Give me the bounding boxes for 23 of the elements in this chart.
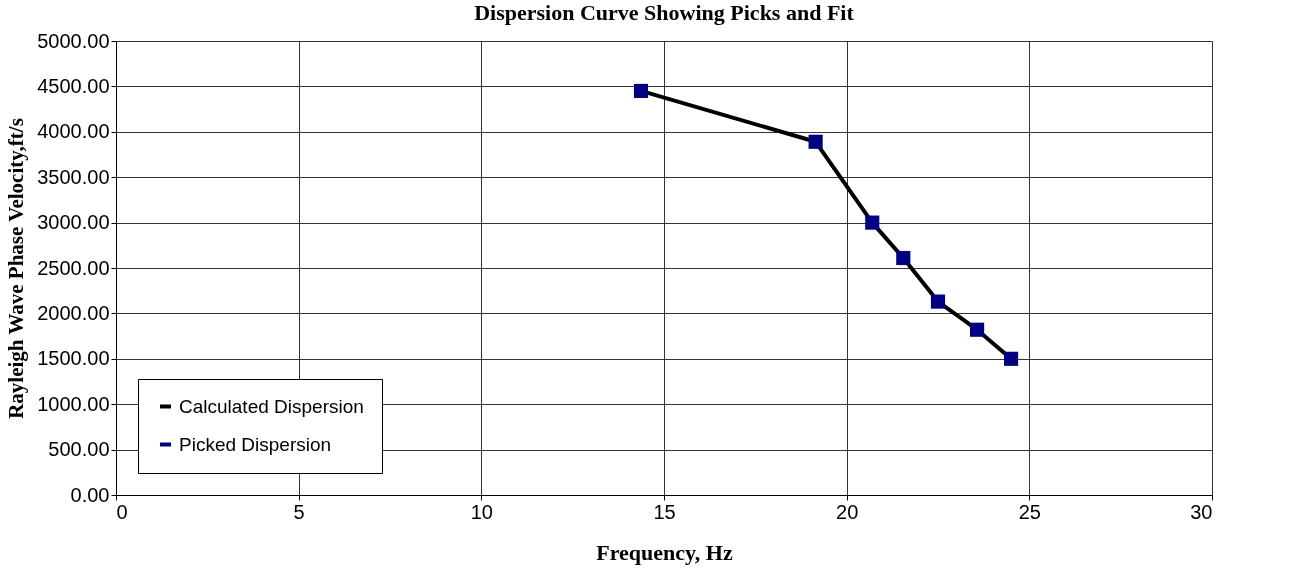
y-tick-label: 1000.00 (37, 392, 110, 415)
x-tick-label: 0 (116, 500, 128, 523)
x-tick-label: 10 (470, 500, 493, 523)
y-tick-label: 1500.00 (37, 347, 110, 370)
x-tick-label: 15 (653, 500, 676, 523)
y-axis-title: Rayleigh Wave Phase Velocity,ft/s (4, 118, 29, 419)
y-tick-label: 2500.00 (37, 256, 110, 279)
y-tick-label: 500.00 (48, 438, 110, 461)
legend-label: Calculated Dispersion (179, 395, 364, 417)
y-tick-label: 4500.00 (37, 74, 110, 97)
y-tick-label: 3000.00 (37, 211, 110, 234)
chart-title: Dispersion Curve Showing Picks and Fit (474, 0, 855, 25)
x-axis-title: Frequency, Hz (596, 539, 733, 565)
y-tick-label: 0.00 (70, 483, 110, 506)
y-tick-label: 3500.00 (37, 165, 110, 188)
x-tick-label: 20 (836, 500, 859, 523)
x-tick-label: 25 (1018, 500, 1041, 523)
legend-label: Picked Dispersion (179, 433, 332, 455)
x-tick-label: 5 (293, 500, 305, 523)
y-tick-label: 5000.00 (37, 29, 110, 52)
y-tick-label: 4000.00 (37, 120, 110, 143)
x-tick-label: 30 (1190, 500, 1213, 523)
y-tick-label: 2000.00 (37, 301, 110, 324)
